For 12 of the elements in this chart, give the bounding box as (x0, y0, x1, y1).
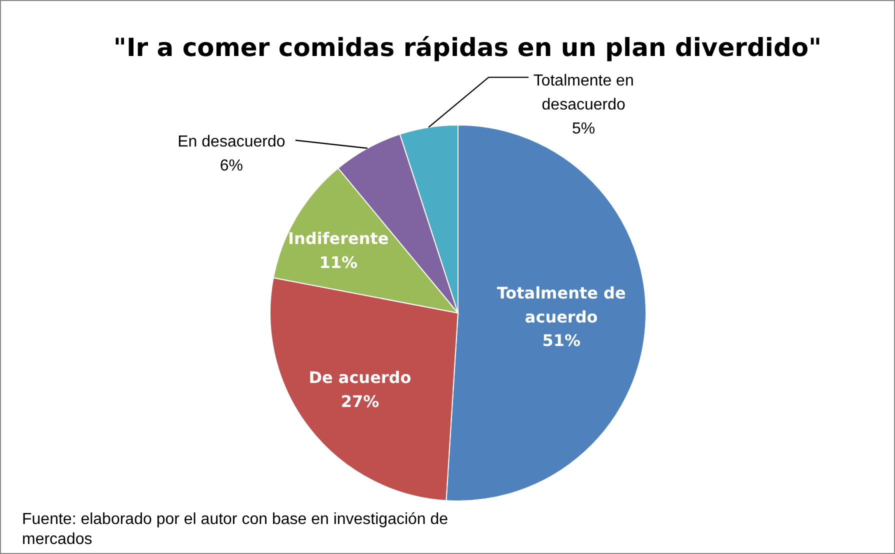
chart-title: "Ir a comer comidas rápidas en un plan diverdido" (113, 33, 822, 62)
data-label: 27% (340, 392, 380, 412)
data-label: 51% (542, 331, 580, 350)
data-label: 11% (319, 252, 358, 272)
slice-label: De acuerdo (308, 368, 412, 388)
data-label: 6% (220, 157, 243, 174)
slice-label: Totalmente en desacuerdo (533, 72, 634, 114)
source-note: Fuente: elaborado por el autor con base en investigación de mercados (22, 511, 448, 548)
slice-label: Totalmente de acuerdo (496, 283, 626, 326)
slice-label: En desacuerdo (178, 133, 286, 150)
slice-label: Indiferente (288, 228, 389, 248)
data-label: 5% (572, 120, 596, 138)
